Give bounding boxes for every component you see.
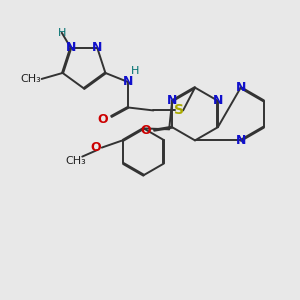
Text: O: O (140, 124, 151, 137)
Text: S: S (174, 103, 184, 118)
Text: N: N (123, 76, 133, 88)
Text: N: N (92, 41, 102, 54)
Text: N: N (66, 41, 76, 54)
Text: H: H (131, 67, 140, 76)
Text: N: N (236, 81, 246, 94)
Text: CH₃: CH₃ (65, 156, 86, 166)
Text: CH₃: CH₃ (21, 74, 41, 84)
Text: H: H (58, 28, 66, 38)
Text: O: O (91, 141, 101, 154)
Text: N: N (213, 94, 223, 107)
Text: N: N (236, 134, 246, 147)
Text: O: O (98, 113, 108, 126)
Text: N: N (167, 94, 177, 107)
